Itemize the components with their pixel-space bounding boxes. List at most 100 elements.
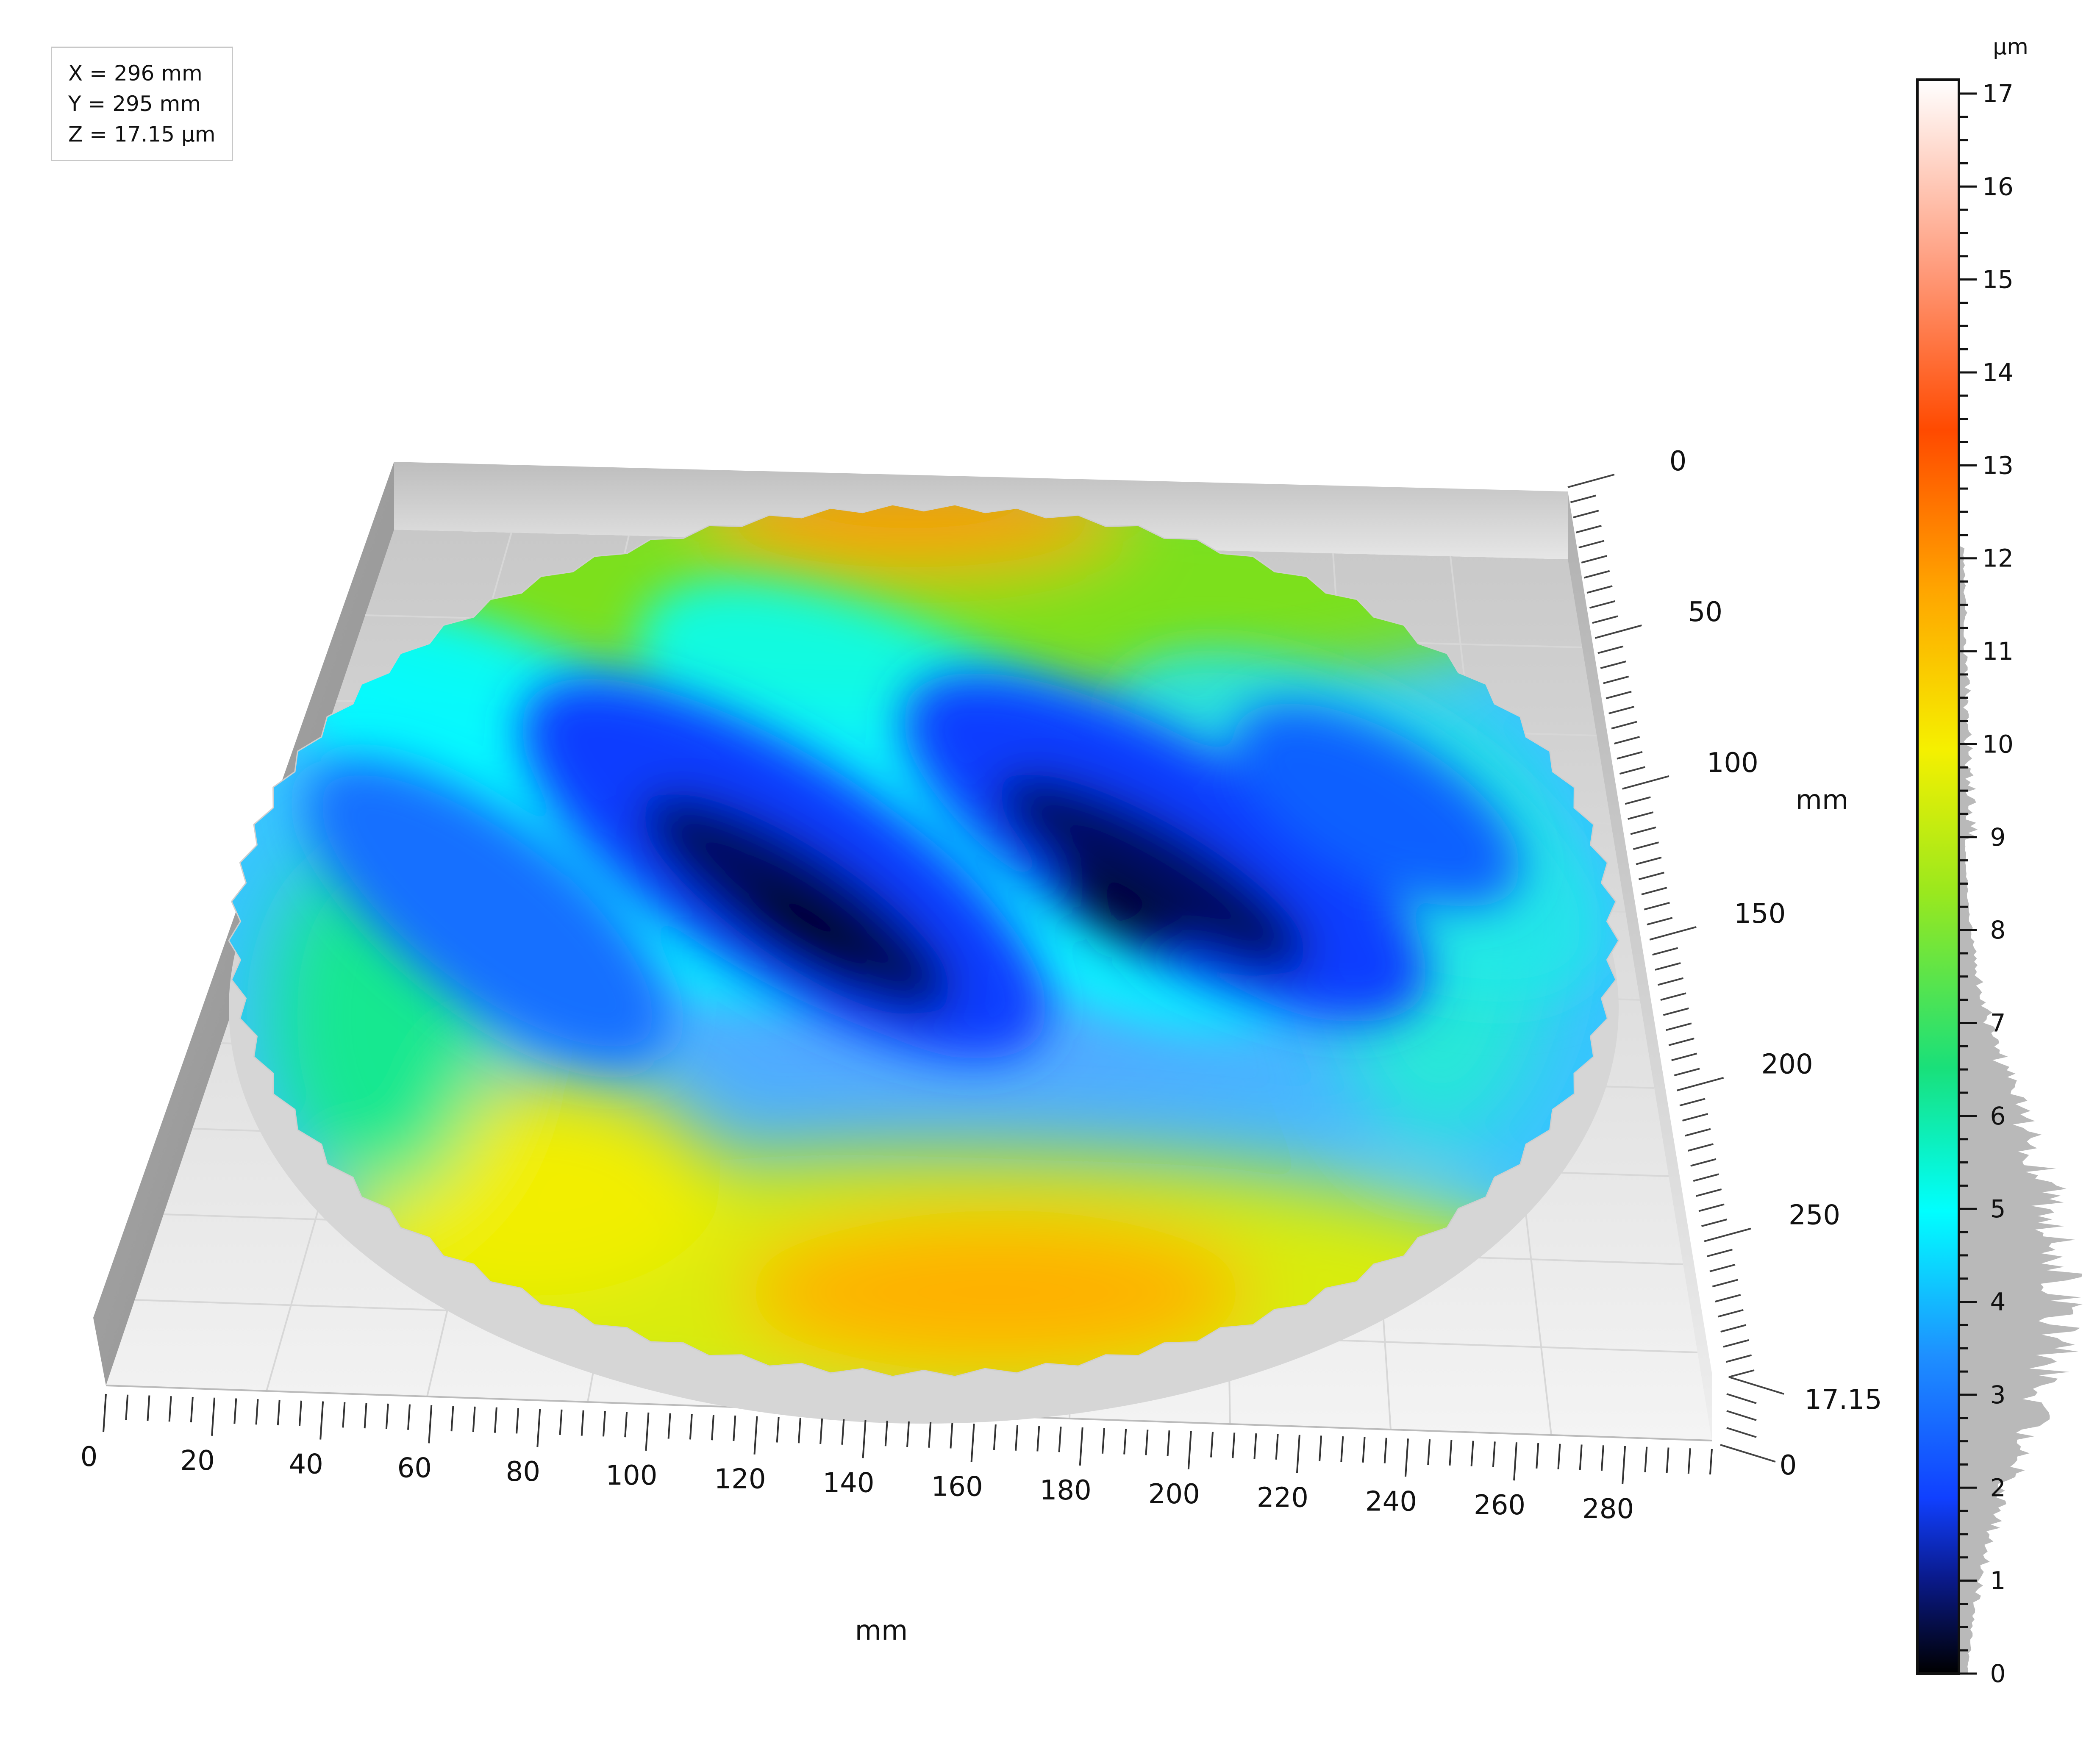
x-tick-mark [364,1402,367,1429]
colorbar-tick-label: 16 [1982,172,2014,201]
x-tick-mark [1427,1439,1431,1465]
y-tick-mark [1647,917,1673,926]
y-tick-mark [1581,555,1607,564]
colorbar-tick-label: 15 [1982,265,2014,294]
y-tick-mark [1690,1158,1717,1167]
y-readout: Y = 295 mm [68,92,201,116]
x-tick-mark [1600,1445,1604,1471]
y-tick-mark [1726,1354,1752,1363]
y-tick-mark [1717,1309,1744,1318]
z-tick-mark [1726,1410,1757,1421]
x-tick-mark [1101,1428,1105,1454]
y-tick-mark [1597,645,1624,654]
y-tick-mark [1715,1294,1741,1302]
x-tick-mark [211,1397,216,1436]
x-tick-mark [1058,1427,1062,1452]
x-tick-mark [1232,1433,1236,1458]
y-tick-mark [1674,1068,1700,1077]
x-tick-mark [667,1413,671,1439]
y-tick-mark [1706,1249,1733,1258]
y-tick-mark [1575,525,1602,533]
y-tick-mark [1666,1022,1692,1031]
y-tick-mark [1614,736,1640,745]
x-tick-mark [1644,1446,1648,1472]
z-tick-mark [1726,1427,1757,1438]
y-tick-mark [1677,1077,1724,1091]
colorbar-tick-label: 10 [1982,730,2014,758]
x-tick-mark [407,1404,411,1430]
x-tick-label: 140 [822,1467,874,1499]
x-tick-mark [1187,1431,1192,1469]
x-tick-mark [190,1396,194,1423]
y-tick-mark [1573,510,1599,519]
y-tick-mark [1660,992,1686,1001]
x-tick-mark [645,1412,650,1451]
x-tick-mark [1015,1425,1019,1451]
y-tick-mark [1589,600,1616,609]
x-tick-mark [1275,1434,1279,1460]
y-tick-mark [1663,1007,1689,1016]
y-tick-mark [1636,856,1662,865]
x-tick-mark [711,1415,715,1441]
x-tick-mark [884,1421,888,1446]
y-tick-mark [1594,625,1642,639]
y-tick-mark [1625,796,1651,805]
x-tick-mark [277,1399,281,1426]
x-tick-mark [1709,1449,1713,1475]
y-tick-mark [1704,1227,1751,1242]
x-axis-title: mm [855,1615,908,1646]
colorbar-tick-label: 5 [1990,1194,2006,1223]
z-tick-mark [1728,1376,1784,1395]
colorbar-unit: µm [1993,34,2028,60]
y-tick-mark [1693,1173,1719,1182]
x-tick-mark [1666,1447,1669,1473]
x-tick-label: 20 [180,1445,214,1477]
x-tick-mark [797,1418,801,1444]
colorbar-tick-label: 12 [1982,544,2014,573]
x-tick-mark [733,1415,736,1441]
x-tick-mark [1036,1426,1040,1452]
coordinate-readout: X = 296 mm Y = 295 mm Z = 17.15 µm [51,47,233,161]
colorbar-tick-label: 0 [1990,1659,2006,1688]
y-tick-mark [1619,766,1645,775]
colorbar-tick-label: 9 [1990,823,2006,852]
y-tick-mark [1655,962,1681,971]
colorbar-tick-label: 8 [1990,916,2006,944]
y-tick-mark [1608,705,1635,714]
x-tick-mark [602,1411,606,1437]
x-tick-mark [319,1401,324,1440]
x-tick-mark [472,1406,476,1432]
y-tick-mark [1679,1098,1706,1107]
y-tick-mark [1584,570,1610,579]
y-tick-mark [1720,1324,1747,1333]
x-tick-mark [819,1418,823,1444]
y-tick-label: 50 [1688,597,1722,628]
z-tick-label: 0 [1780,1450,1797,1481]
x-tick-mark [1579,1444,1583,1470]
x-tick-mark [1557,1444,1561,1469]
x-tick-label: 220 [1257,1482,1308,1514]
y-tick-mark [1622,775,1669,790]
x-tick-mark [1513,1442,1518,1481]
y-tick-mark [1570,494,1596,503]
y-tick-mark [1685,1128,1711,1137]
x-tick-mark [147,1395,150,1421]
x-tick-mark [862,1420,867,1458]
x-tick-label: 80 [506,1456,540,1488]
y-tick-mark [1712,1279,1738,1288]
colorbar-tick-label: 11 [1982,637,2014,666]
colorbar-tick-label: 6 [1990,1102,2006,1130]
y-tick-mark [1606,691,1632,700]
z-tick-mark [1726,1393,1757,1404]
x-tick-mark [428,1405,433,1444]
x-tick-mark [581,1410,584,1436]
x-tick-mark [1210,1432,1214,1458]
x-tick-label: 100 [606,1460,657,1491]
back-wall [394,462,1568,559]
y-axis: 0 50 100 150 200 250 [1567,446,1840,1378]
y-tick-mark [1630,826,1656,835]
x-tick-mark [993,1424,997,1450]
y-tick-mark [1652,947,1678,956]
x-tick-mark [1492,1441,1496,1467]
